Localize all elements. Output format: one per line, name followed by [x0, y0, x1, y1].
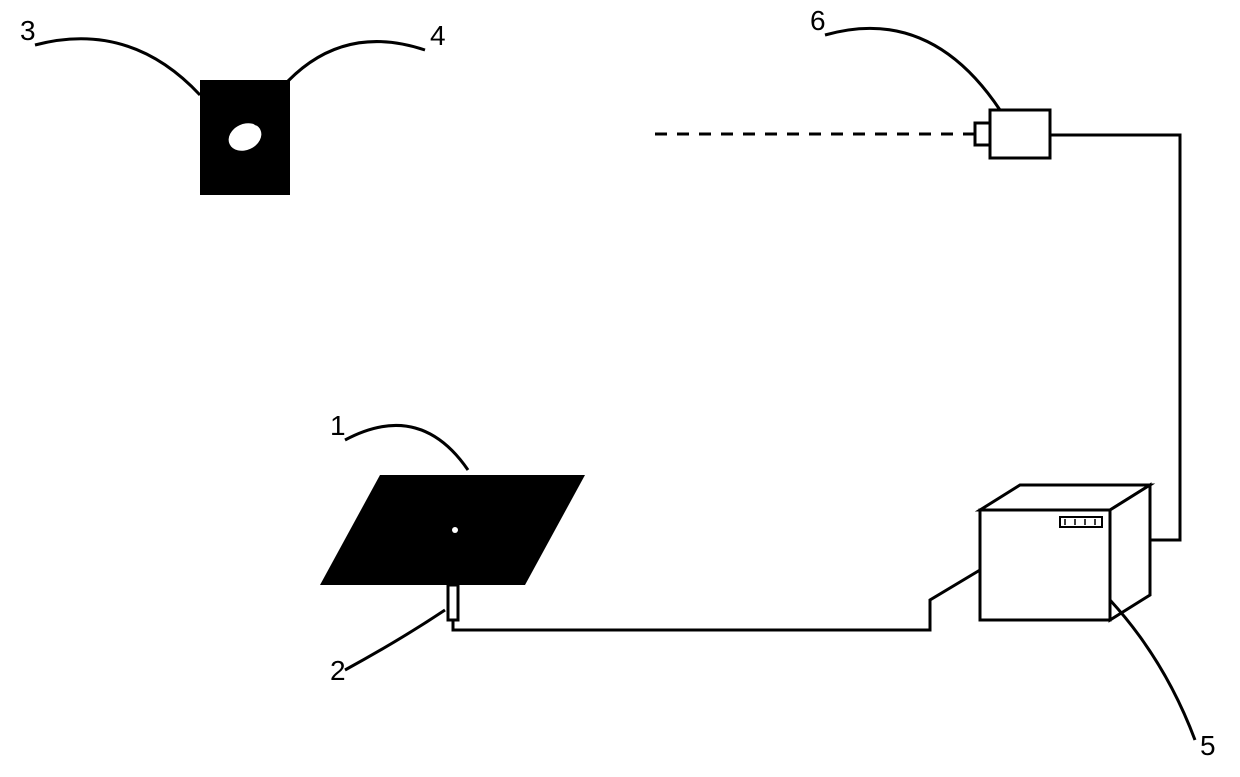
leader-line-2	[345, 610, 445, 670]
camera-lens	[975, 123, 990, 145]
leader-line-5	[1110, 600, 1195, 740]
box-5	[980, 485, 1150, 620]
label-number-4: 4	[430, 20, 446, 51]
label-1: 1	[330, 410, 468, 470]
leader-line-6	[825, 28, 1000, 110]
camera-body	[990, 110, 1050, 158]
label-number-5: 5	[1200, 730, 1216, 761]
label-6: 6	[810, 5, 1000, 110]
wire-panel-to-box	[453, 570, 980, 630]
label-number-2: 2	[330, 655, 346, 686]
component-block-3-4	[200, 80, 290, 195]
box-side	[1110, 485, 1150, 620]
label-number-6: 6	[810, 5, 826, 36]
label-2: 2	[330, 610, 445, 686]
diagram-canvas: 1 2 3 4 5 6	[0, 0, 1240, 777]
panel-dot	[452, 527, 458, 533]
label-5: 5	[1110, 600, 1216, 761]
wire-box-to-camera	[1050, 135, 1180, 540]
camera-6	[975, 110, 1050, 158]
leader-line-1	[345, 425, 468, 470]
stem-2	[448, 585, 458, 620]
label-number-3: 3	[20, 15, 36, 46]
panel-1	[320, 475, 585, 585]
leader-line-3	[35, 39, 200, 95]
label-3: 3	[20, 15, 200, 95]
label-number-1: 1	[330, 410, 346, 441]
